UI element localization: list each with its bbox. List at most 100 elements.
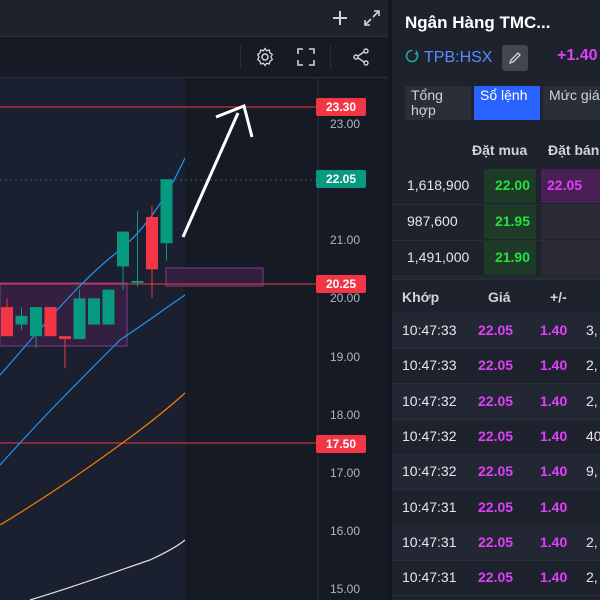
price-chart[interactable]	[0, 78, 388, 600]
sell-header: Đặt bán	[548, 142, 600, 158]
ticker-symbol[interactable]: TPB:HSX	[424, 49, 493, 66]
ma-white-line	[29, 539, 186, 600]
orderbook-buy-cell[interactable]: 21.90	[484, 241, 536, 275]
candle-body	[88, 298, 100, 325]
orderbook-sell-cell[interactable]	[541, 241, 600, 275]
match-price: 22.05	[478, 533, 514, 550]
fullscreen-icon[interactable]	[288, 37, 324, 77]
candle-body	[44, 307, 57, 337]
price-change: +1.40	[557, 47, 598, 64]
orderbook-volume: 987,600	[407, 213, 458, 229]
match-price: 22.05	[478, 498, 514, 515]
zone-box	[165, 267, 264, 287]
quote-panel: Ngân Hàng TMC... TPB:HSX +1.40 Tổng hợp …	[392, 0, 600, 600]
match-change: 1.40	[540, 533, 568, 550]
share-icon[interactable]	[343, 37, 379, 77]
candles-group	[1, 179, 173, 369]
sync-icon	[404, 48, 420, 69]
match-volume: 2,	[586, 533, 598, 550]
orderbook-buy-cell[interactable]: 22.00	[484, 169, 536, 203]
match-row: 10:47:32 22.05 1.40 2,	[392, 383, 600, 420]
price-tag: 22.05	[316, 170, 366, 189]
match-change: 1.40	[540, 463, 568, 480]
match-time: 10:47:32	[402, 392, 457, 409]
match-change: 1.40	[540, 498, 568, 515]
match-price: 22.05	[478, 357, 514, 374]
orderbook-row: 1,618,900 22.00 22.05	[392, 168, 600, 205]
match-volume: 40,	[586, 427, 600, 444]
orderbook-volume: 1,491,000	[407, 249, 470, 265]
candle-body	[15, 315, 28, 325]
match-price: 22.05	[478, 322, 514, 338]
section-divider	[392, 278, 600, 280]
match-time: 10:47:33	[402, 322, 457, 338]
price-tag: 20.25	[316, 274, 366, 293]
match-price: 22.05	[478, 392, 514, 409]
candle-body	[59, 336, 71, 340]
price-tag: 17.50	[316, 434, 366, 453]
chart-pane[interactable]: 23.0022.0021.0020.0019.0018.0017.0016.00…	[0, 0, 388, 600]
candle-body	[30, 307, 42, 337]
orderbook-volume: 1,618,900	[407, 177, 470, 193]
lower-band-line	[0, 294, 186, 466]
orderbook-buy-cell[interactable]: 21.95	[484, 205, 536, 239]
candle-body	[131, 280, 144, 283]
axis-tick-label: 19.00	[330, 349, 361, 364]
match-volume: 2,	[586, 569, 598, 586]
match-price: 22.05	[478, 569, 514, 586]
match-volume: 2,	[586, 357, 598, 374]
candle-body	[1, 307, 13, 337]
match-volume: 9,	[586, 463, 598, 480]
tab-muc-gia[interactable]: Mức giá	[543, 86, 600, 120]
axis-tick-label: 21.00	[330, 233, 361, 248]
chart-top-bar	[0, 0, 388, 37]
candle-body	[102, 289, 115, 325]
match-row: 10:47:31 22.05 1.40	[392, 490, 600, 526]
orderbook-row: 987,600 21.95	[392, 204, 600, 241]
gear-icon[interactable]	[247, 37, 283, 77]
orderbook-sell-price: 22.05	[547, 177, 583, 193]
match-time: 10:47:31	[402, 569, 457, 586]
tab-so-lenh[interactable]: Sổ lệnh	[474, 86, 540, 120]
axis-tick-label: 16.00	[330, 523, 361, 538]
orderbook-row: 1,491,000 21.90	[392, 240, 600, 277]
orderbook-buy-price: 21.95	[494, 213, 530, 229]
tab-tong-hop[interactable]: Tổng hợp	[405, 86, 471, 120]
match-row: 10:47:33 22.05 1.40 2,	[392, 348, 600, 385]
match-change: 1.40	[540, 357, 568, 374]
trend-arrow-head	[215, 103, 254, 138]
match-change: 1.40	[540, 427, 568, 444]
axis-tick-label: 20.00	[330, 291, 361, 306]
buy-header: Đặt mua	[472, 142, 528, 158]
stock-title: Ngân Hàng TMC...	[405, 13, 551, 32]
orderbook-buy-price: 21.90	[494, 249, 530, 265]
candle-body	[73, 298, 86, 340]
ticker-row: TPB:HSX	[404, 44, 529, 72]
match-volume: 2,	[586, 392, 598, 409]
match-price-header: Giá	[488, 289, 511, 305]
match-time: 10:47:32	[402, 427, 457, 444]
edit-button[interactable]	[502, 45, 529, 71]
toolbar-divider	[240, 45, 241, 69]
match-time-header: Khớp	[402, 289, 440, 305]
orderbook-sell-cell[interactable]: 22.05	[541, 169, 600, 203]
candle-body	[117, 231, 129, 267]
trend-arrow	[181, 112, 240, 238]
match-change-header: +/-	[550, 289, 567, 305]
chart-toolbar	[0, 37, 388, 78]
match-volume: 3,	[586, 322, 598, 338]
match-price: 22.05	[478, 427, 514, 444]
candle-body	[146, 217, 158, 270]
orderbook-buy-price: 22.00	[494, 177, 530, 193]
candle-body	[160, 179, 173, 244]
expand-icon[interactable]	[358, 4, 386, 32]
axis-tick-label: 17.00	[330, 465, 361, 480]
axis-tick-label: 18.00	[330, 407, 361, 422]
orderbook-sell-cell[interactable]	[541, 205, 600, 239]
match-change: 1.40	[540, 569, 568, 586]
match-row: 10:47:32 22.05 1.40 40,	[392, 419, 600, 455]
panel-tabs: Tổng hợp Sổ lệnh Mức giá	[405, 86, 600, 120]
plus-icon[interactable]	[326, 4, 354, 32]
axis-tick-label: 23.00	[330, 117, 361, 131]
match-time: 10:47:32	[402, 463, 457, 480]
